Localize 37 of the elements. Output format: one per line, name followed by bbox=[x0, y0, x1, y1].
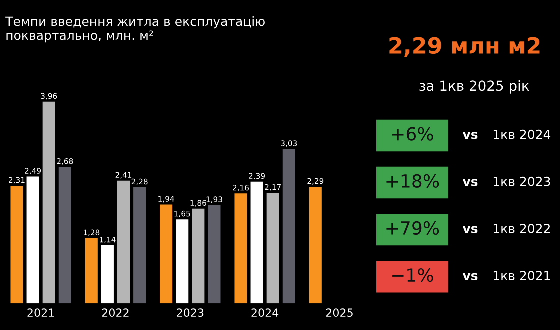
text: 2,29 млн м2 bbox=[390, 37, 540, 57]
bar bbox=[282, 149, 296, 304]
x-tick-label: 2025 bbox=[326, 308, 353, 318]
bar bbox=[176, 220, 189, 304]
bar bbox=[234, 194, 248, 304]
text: vs bbox=[462, 226, 478, 234]
category-label: 1кв 2024 bbox=[494, 130, 551, 140]
text: vs bbox=[462, 132, 478, 140]
bar bbox=[134, 187, 146, 304]
bar bbox=[266, 193, 280, 304]
bar bbox=[118, 180, 130, 304]
bar bbox=[208, 205, 221, 304]
bar bbox=[160, 204, 173, 304]
text: −1% bbox=[392, 268, 434, 282]
bar bbox=[101, 246, 114, 304]
text: за 1кв 2025 рік bbox=[420, 80, 530, 94]
bar bbox=[309, 186, 322, 304]
x-tick-label: 2021 bbox=[28, 308, 54, 318]
chart-title: Темпи введення житла в експлуатацію поквартально, млн. м² bbox=[6, 16, 265, 43]
x-tick-label: 2024 bbox=[252, 308, 279, 318]
bar bbox=[85, 238, 98, 304]
text: +79% bbox=[386, 221, 440, 236]
bar bbox=[58, 167, 72, 304]
bar bbox=[250, 182, 264, 304]
category-label: 1кв 2021 bbox=[494, 271, 550, 280]
category-label: 1кв 2022 bbox=[494, 224, 550, 234]
bar bbox=[192, 208, 205, 304]
bar bbox=[42, 102, 56, 304]
bar bbox=[26, 176, 40, 304]
text: vs bbox=[462, 179, 478, 186]
text: +18% bbox=[386, 174, 440, 188]
bar bbox=[10, 186, 24, 304]
category-label: 1кв 2023 bbox=[494, 176, 550, 186]
text: +6% bbox=[392, 127, 434, 141]
x-tick-label: 2022 bbox=[102, 308, 129, 318]
x-tick-label: 2023 bbox=[177, 308, 204, 318]
text: vs bbox=[462, 273, 478, 280]
